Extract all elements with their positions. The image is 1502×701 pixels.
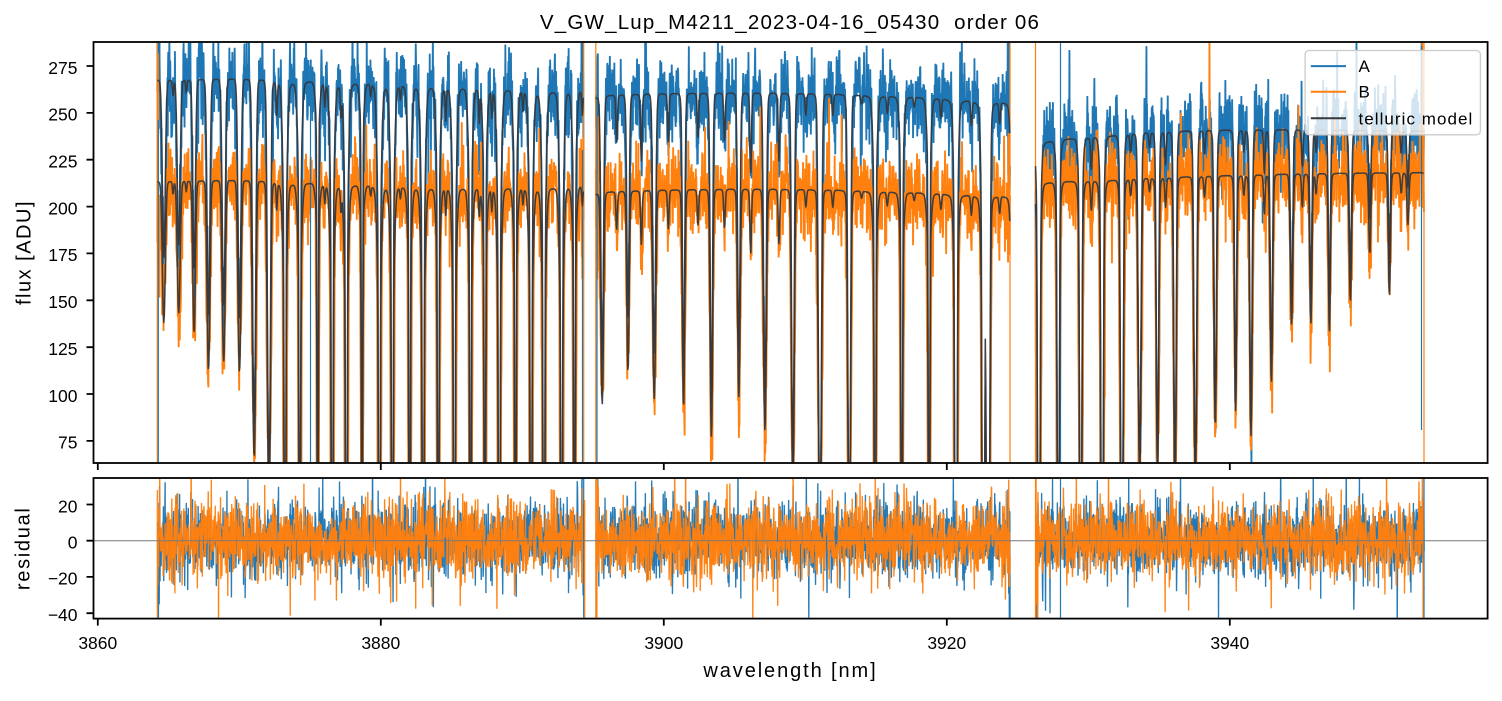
svg-text:20: 20 (58, 496, 78, 516)
svg-text:200: 200 (48, 198, 77, 218)
svg-text:175: 175 (48, 245, 77, 265)
svg-text:3880: 3880 (361, 633, 400, 653)
svg-text:telluric model: telluric model (1359, 109, 1474, 128)
svg-text:−40: −40 (48, 605, 78, 625)
svg-text:3920: 3920 (927, 633, 966, 653)
svg-text:0: 0 (68, 533, 78, 553)
svg-text:3860: 3860 (78, 633, 117, 653)
svg-text:150: 150 (48, 292, 77, 312)
svg-text:100: 100 (48, 386, 77, 406)
svg-text:V_GW_Lup_M4211_2023-04-16_0543: V_GW_Lup_M4211_2023-04-16_05430 order 06 (540, 11, 1040, 34)
svg-text:250: 250 (48, 105, 77, 125)
svg-text:75: 75 (58, 433, 77, 453)
svg-text:275: 275 (48, 58, 77, 78)
svg-text:−20: −20 (48, 569, 78, 589)
svg-text:3940: 3940 (1210, 633, 1249, 653)
svg-text:125: 125 (48, 339, 77, 359)
svg-text:A: A (1359, 57, 1371, 76)
svg-text:residual: residual (13, 506, 35, 590)
svg-text:3900: 3900 (644, 633, 683, 653)
svg-text:flux [ADU]: flux [ADU] (14, 200, 36, 305)
svg-text:225: 225 (48, 152, 77, 172)
svg-text:B: B (1359, 83, 1371, 102)
svg-text:wavelength [nm]: wavelength [nm] (702, 660, 877, 682)
